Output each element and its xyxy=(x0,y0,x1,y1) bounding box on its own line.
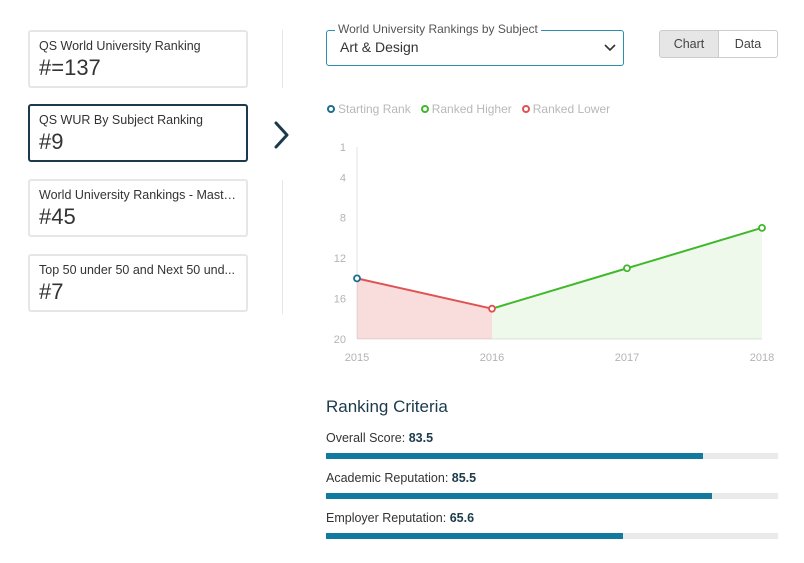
subject-select[interactable]: World University Rankings by Subject Art… xyxy=(326,22,624,66)
data-point xyxy=(623,264,631,273)
y-tick-label: 1 xyxy=(340,142,346,154)
criterion-score: 83.5 xyxy=(408,431,434,445)
data-point xyxy=(488,304,496,313)
divider xyxy=(282,30,283,88)
chart-legend: Starting Rank Ranked Higher Ranked Lower xyxy=(327,102,620,116)
y-tick-label: 20 xyxy=(334,334,346,346)
criterion-overall-score: Overall Score: 83.5 xyxy=(326,431,778,459)
y-tick-label: 4 xyxy=(340,172,346,184)
ranking-card-value: #45 xyxy=(39,204,76,229)
data-view-button[interactable]: Data xyxy=(719,30,778,58)
ranking-card-masters[interactable]: World University Rankings - Maste... #45 xyxy=(28,179,248,237)
criteria-title: Ranking Criteria xyxy=(326,397,448,416)
criterion-bar-fill xyxy=(326,493,713,499)
legend-label-lower: Ranked Lower xyxy=(532,102,611,116)
data-point xyxy=(758,223,766,232)
legend-label-higher: Ranked Higher xyxy=(431,102,512,116)
legend-item-starting-rank: Starting Rank xyxy=(327,102,411,116)
view-toggle: Chart Data xyxy=(659,30,778,58)
rank-history-chart: 1 4 8 12 16 20 2015 2016 2017 2018 xyxy=(334,142,774,364)
line-segment xyxy=(356,277,493,310)
criterion-employer-reputation: Employer Reputation: 65.6 xyxy=(326,511,778,539)
subject-select-legend: World University Rankings by Subject xyxy=(335,22,541,36)
criterion-bar-track xyxy=(326,533,778,539)
legend-item-ranked-higher: Ranked Higher xyxy=(420,102,512,116)
ranking-card-label: QS World University Ranking xyxy=(39,39,201,53)
y-tick-label: 16 xyxy=(334,294,346,306)
y-tick-label: 8 xyxy=(340,213,346,225)
legend-marker-starting xyxy=(327,105,335,113)
legend-marker-lower xyxy=(521,105,530,113)
ranking-card-top-50-under-50[interactable]: Top 50 under 50 and Next 50 und... #7 xyxy=(28,254,248,312)
criterion-label: Employer Reputation: xyxy=(326,511,447,525)
divider xyxy=(282,180,283,314)
ranking-card-value: #=137 xyxy=(39,55,101,80)
criterion-bar-fill xyxy=(326,453,704,459)
criterion-label: Overall Score: xyxy=(326,431,406,445)
area-segment xyxy=(492,268,627,339)
line-segment xyxy=(491,267,628,310)
ranking-card-label: Top 50 under 50 and Next 50 und... xyxy=(39,263,235,277)
legend-item-ranked-lower: Ranked Lower xyxy=(521,102,611,116)
x-tick-label: 2017 xyxy=(615,352,639,364)
ranking-card-qs-world[interactable]: QS World University Ranking #=137 xyxy=(28,30,248,88)
criterion-academic-reputation: Academic Reputation: 85.5 xyxy=(326,471,778,499)
area-segment xyxy=(627,227,762,339)
criterion-score: 65.6 xyxy=(449,511,475,525)
criterion-label: Academic Reputation: xyxy=(326,471,449,485)
criterion-bar-track xyxy=(326,493,778,499)
ranking-card-label: QS WUR By Subject Ranking xyxy=(39,113,203,127)
ranking-card-label: World University Rankings - Maste... xyxy=(39,188,237,202)
data-point xyxy=(353,274,361,283)
subject-select-value: Art & Design xyxy=(340,39,419,55)
ranking-card-value: #7 xyxy=(39,279,64,304)
chart-view-button[interactable]: Chart xyxy=(659,30,719,58)
x-tick-label: 2018 xyxy=(750,352,774,364)
legend-marker-higher xyxy=(420,105,429,113)
ranking-card-value: #9 xyxy=(39,129,64,154)
x-tick-label: 2015 xyxy=(345,352,369,364)
criterion-score: 85.5 xyxy=(451,471,477,485)
criterion-bar-fill xyxy=(326,533,623,539)
criterion-bar-track xyxy=(326,453,778,459)
y-tick-label: 12 xyxy=(334,253,346,265)
chevron-right-icon[interactable] xyxy=(270,118,294,152)
x-tick-label: 2016 xyxy=(480,352,504,364)
ranking-card-subject[interactable]: QS WUR By Subject Ranking #9 xyxy=(28,104,248,162)
legend-label-starting: Starting Rank xyxy=(338,102,411,116)
line-segment xyxy=(626,226,763,270)
area-segment xyxy=(357,278,492,339)
chevron-down-icon xyxy=(603,41,617,55)
